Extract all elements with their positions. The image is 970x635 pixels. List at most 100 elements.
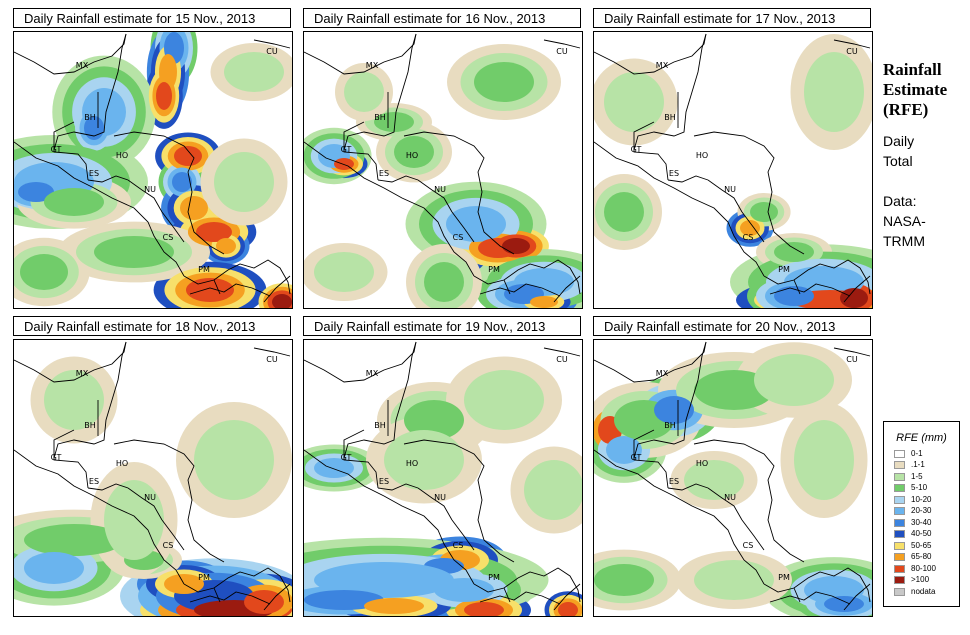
- legend-swatch: [894, 518, 905, 527]
- country-label-mx: MX: [366, 369, 379, 378]
- rainfall-map-svg: MX CU BH GT HO ES NU CS PM: [14, 32, 292, 308]
- legend-item: .1-1: [884, 460, 959, 472]
- legend-label: 40-50: [911, 529, 932, 539]
- country-border: [343, 121, 379, 181]
- country-label-pm: PM: [778, 265, 790, 274]
- rainfall-area: [654, 396, 694, 424]
- rfe-legend: RFE (mm) 0-1 .1-1 1-5 5-10 10-20 20-30 30-40 40…: [883, 421, 960, 607]
- panel-title-prefix: Daily Rainfall estimate for: [24, 11, 172, 26]
- country-label-es: ES: [379, 169, 389, 178]
- legend-label: 65-80: [911, 552, 932, 562]
- country-label-pm: PM: [198, 573, 210, 582]
- side-title-line: Rainfall: [883, 60, 942, 79]
- country-label-cu: CU: [556, 47, 568, 56]
- country-label-gt: GT: [341, 453, 352, 462]
- country-label-nu: NU: [434, 493, 446, 502]
- rainfall-area: [364, 598, 424, 614]
- coastline-layer: [304, 33, 581, 303]
- coastline: [543, 39, 581, 49]
- rainfall-area: [524, 460, 582, 520]
- country-label-nu: NU: [144, 185, 156, 194]
- rainfall-area: [304, 590, 384, 610]
- panel-title-prefix: Daily Rainfall estimate for: [604, 11, 752, 26]
- legend-label: nodata: [911, 586, 936, 596]
- country-label-pm: PM: [198, 265, 210, 274]
- coastline: [304, 341, 417, 383]
- side-data-source: Data: NASA- TRMM: [883, 191, 968, 251]
- country-label-cu: CU: [846, 355, 858, 364]
- country-label-pm: PM: [488, 265, 500, 274]
- rainfall-layer: [304, 356, 582, 616]
- map-panel-20-nov: Daily Rainfall estimate for 20 Nov., 2013…: [593, 316, 875, 617]
- country-label-gt: GT: [51, 145, 62, 154]
- country-label-cu: CU: [556, 355, 568, 364]
- rainfall-area: [684, 460, 744, 500]
- legend-swatch: [894, 449, 905, 458]
- panel-date: 18 Nov., 2013: [175, 319, 256, 334]
- rainfall-area: [750, 202, 778, 222]
- country-label-cu: CU: [846, 47, 858, 56]
- coastline: [253, 347, 291, 357]
- panel-title: Daily Rainfall estimate for 19 Nov., 2013: [303, 316, 581, 336]
- coastline: [833, 39, 871, 49]
- side-title-line: (RFE): [883, 100, 929, 119]
- map-panel-18-nov: Daily Rainfall estimate for 18 Nov., 2013…: [13, 316, 295, 617]
- country-border: [127, 487, 163, 521]
- coastline: [304, 141, 475, 277]
- coastline: [769, 591, 851, 605]
- rainfall-layer: [14, 32, 292, 308]
- country-label-ho: HO: [116, 459, 128, 468]
- rainfall-map-svg: MX CU BH GT HO ES NU CS PM: [594, 341, 872, 616]
- panel-date: 20 Nov., 2013: [755, 319, 836, 334]
- rainfall-map: MX CU BH GT HO ES NU CS PM: [593, 31, 873, 309]
- legend-swatch: [894, 541, 905, 550]
- coastline: [343, 33, 417, 151]
- rainfall-area: [464, 602, 504, 616]
- country-label-cs: CS: [453, 541, 464, 550]
- country-label-bh: BH: [374, 113, 386, 122]
- coastline: [263, 583, 291, 611]
- rainfall-map-svg: MX CU BH GT HO ES NU CS PM: [304, 341, 582, 616]
- country-labels: MX CU BH GT HO ES NU CS PM: [631, 47, 858, 274]
- legend-swatch: [894, 495, 905, 504]
- country-label-bh: BH: [84, 421, 96, 430]
- rainfall-layer: [14, 356, 292, 616]
- country-label-es: ES: [669, 477, 679, 486]
- country-label-es: ES: [89, 477, 99, 486]
- rainfall-map-svg: MX CU BH GT HO ES NU CS PM: [594, 33, 872, 308]
- rainfall-area: [394, 136, 434, 168]
- side-period-line: Daily: [883, 133, 915, 149]
- rainfall-area: [94, 236, 174, 268]
- legend-rows: 0-1 .1-1 1-5 5-10 10-20 20-30 30-40 40-50 50-65 6…: [884, 448, 959, 598]
- country-label-pm: PM: [778, 573, 790, 582]
- rainfall-map: MX CU BH GT HO ES NU CS PM: [303, 339, 583, 617]
- legend-item: 80-100: [884, 563, 959, 575]
- country-border: [667, 483, 709, 491]
- rainfall-area: [344, 72, 384, 112]
- coastline: [473, 567, 581, 603]
- coastline: [263, 275, 291, 303]
- rainfall-area: [104, 480, 164, 560]
- country-label-mx: MX: [656, 369, 669, 378]
- country-label-cu: CU: [266, 47, 278, 56]
- coastline: [843, 275, 871, 303]
- rainfall-area: [424, 262, 464, 302]
- country-labels: MX CU BH GT HO ES NU CS PM: [51, 355, 278, 582]
- country-border: [377, 175, 419, 183]
- coastline: [14, 141, 185, 277]
- rainfall-layer: [304, 44, 582, 308]
- map-panel-19-nov: Daily Rainfall estimate for 19 Nov., 2013…: [303, 316, 585, 617]
- country-label-bh: BH: [664, 113, 676, 122]
- rainfall-area: [604, 72, 664, 132]
- rainfall-area: [224, 52, 284, 92]
- side-data-line: TRMM: [883, 233, 925, 249]
- country-border: [793, 279, 801, 295]
- panel-date: 17 Nov., 2013: [755, 11, 836, 26]
- coastline: [479, 591, 561, 605]
- country-border: [451, 211, 475, 243]
- coastline: [53, 33, 127, 151]
- side-title: Rainfall Estimate (RFE): [883, 60, 968, 120]
- country-border: [87, 483, 129, 491]
- country-label-bh: BH: [664, 421, 676, 430]
- country-labels: MX CU BH GT HO ES NU CS PM: [631, 355, 858, 582]
